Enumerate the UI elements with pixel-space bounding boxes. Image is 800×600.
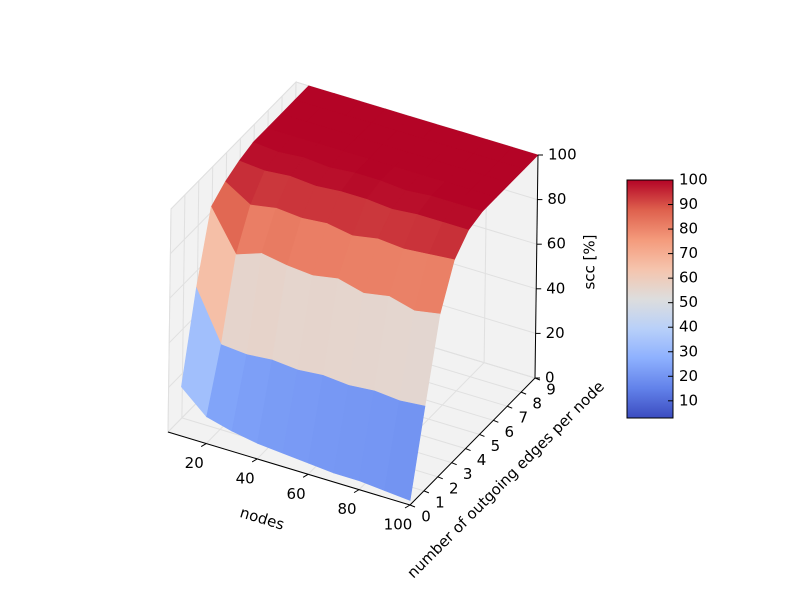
- surface-patch: [384, 400, 426, 501]
- y-tick-label: 8: [532, 395, 542, 413]
- colorbar-tick-label: 80: [679, 220, 698, 238]
- colorbar-tick-label: 40: [679, 318, 698, 336]
- x-tick: [302, 473, 309, 478]
- y-tick-label: 1: [435, 493, 445, 511]
- y-tick-label: 4: [477, 451, 487, 469]
- colorbar-tick-label: 60: [679, 269, 698, 287]
- y-tick-label: 0: [421, 508, 431, 526]
- z-axis-label: scc [%]: [581, 234, 599, 289]
- y-tick: [465, 448, 471, 452]
- y-tick: [507, 405, 513, 409]
- x-tick-label: 100: [384, 516, 413, 534]
- y-tick: [423, 490, 430, 494]
- axis-line: [167, 431, 411, 506]
- x-tick: [353, 489, 360, 494]
- z-tick-label: 100: [548, 146, 577, 164]
- colorbar: [626, 179, 674, 419]
- colorbar-ticks: 10 20 30 40 50 60 70 80 90 100: [668, 171, 708, 409]
- y-tick-label: 5: [491, 437, 501, 455]
- y-tick-label: 9: [546, 381, 556, 399]
- x-tick: [404, 504, 411, 509]
- y-tick: [437, 476, 443, 480]
- colorbar-tick-label: 20: [679, 367, 698, 385]
- x-tick-label: 60: [287, 485, 306, 503]
- x-axis-label: nodes: [238, 503, 287, 533]
- colorbar-tick-label: 30: [679, 342, 698, 360]
- axis-line: [409, 377, 536, 506]
- colorbar-tick-label: 90: [679, 195, 698, 213]
- x-tick: [200, 443, 207, 447]
- surface: [181, 85, 539, 501]
- y-tick: [409, 504, 416, 508]
- colorbar-tick-label: 70: [679, 244, 698, 262]
- colorbar-tick-label: 100: [679, 171, 708, 189]
- axis-line: [534, 154, 539, 379]
- y-tick-label: 6: [505, 423, 515, 441]
- y-tick-label: 3: [463, 465, 473, 483]
- z-tick-label: 0: [545, 369, 555, 387]
- grid-line: [170, 81, 297, 210]
- z-tick-label: 60: [547, 235, 566, 253]
- y-tick: [493, 419, 499, 423]
- colorbar-tick-label: 10: [679, 391, 698, 409]
- z-tick-label: 80: [547, 190, 566, 208]
- x-tick-label: 40: [236, 469, 255, 487]
- y-tick: [451, 462, 457, 466]
- x-tick-label: 80: [338, 500, 357, 518]
- colorbar-tick-label: 50: [679, 293, 698, 311]
- z-tick-label: 40: [546, 279, 565, 297]
- y-tick: [520, 391, 527, 395]
- y-tick: [479, 433, 485, 437]
- y-tick-label: 7: [518, 409, 528, 427]
- grid-line: [167, 208, 172, 433]
- z-tick-label: 20: [546, 324, 565, 342]
- x-tick: [251, 458, 258, 463]
- y-tick-label: 2: [449, 479, 459, 497]
- x-tick-label: 20: [185, 454, 204, 472]
